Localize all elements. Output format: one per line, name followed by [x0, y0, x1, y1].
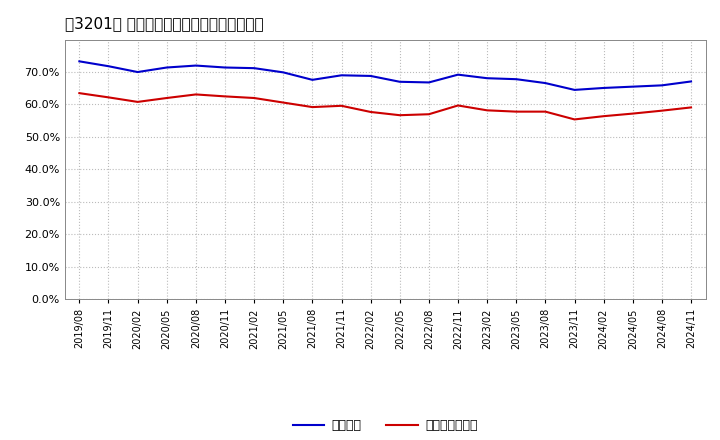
固定比率 — [308, 77, 317, 82]
固定比率 — [629, 84, 637, 89]
固定長期適合率 — [366, 109, 375, 114]
固定長期適合率 — [337, 103, 346, 108]
固定比率 — [133, 70, 142, 75]
固定長期適合率 — [133, 99, 142, 105]
固定比率 — [163, 65, 171, 70]
固定比率 — [657, 83, 666, 88]
固定長期適合率 — [570, 117, 579, 122]
固定比率 — [192, 63, 200, 68]
固定比率 — [337, 73, 346, 78]
固定比率 — [250, 66, 258, 71]
固定比率 — [220, 65, 229, 70]
固定長期適合率 — [308, 104, 317, 110]
固定比率 — [570, 87, 579, 92]
固定長期適合率 — [512, 109, 521, 114]
固定比率 — [687, 79, 696, 84]
固定長期適合率 — [163, 95, 171, 101]
固定比率 — [395, 79, 404, 84]
固定比率 — [483, 76, 492, 81]
固定比率 — [104, 63, 113, 69]
固定比率 — [279, 70, 287, 75]
固定比率 — [75, 59, 84, 64]
固定長期適合率 — [279, 100, 287, 105]
固定長期適合率 — [541, 109, 550, 114]
固定長期適合率 — [250, 95, 258, 101]
固定比率 — [541, 81, 550, 86]
固定比率 — [599, 85, 608, 91]
固定長期適合率 — [75, 91, 84, 96]
固定長期適合率 — [192, 92, 200, 97]
固定比率 — [512, 77, 521, 82]
固定長期適合率 — [395, 113, 404, 118]
固定比率 — [425, 80, 433, 85]
固定長期適合率 — [629, 111, 637, 116]
固定長期適合率 — [104, 95, 113, 100]
固定長期適合率 — [657, 108, 666, 114]
固定比率 — [366, 73, 375, 79]
固定長期適合率 — [220, 94, 229, 99]
Line: 固定長期適合率: 固定長期適合率 — [79, 93, 691, 119]
固定長期適合率 — [425, 112, 433, 117]
固定比率 — [454, 72, 462, 77]
固定長期適合率 — [454, 103, 462, 108]
固定長期適合率 — [687, 105, 696, 110]
Text: ［3201］ 固定比率、固定長期適合率の推移: ［3201］ 固定比率、固定長期適合率の推移 — [65, 16, 264, 32]
Legend: 固定比率, 固定長期適合率: 固定比率, 固定長期適合率 — [288, 414, 482, 437]
固定長期適合率 — [483, 108, 492, 113]
Line: 固定比率: 固定比率 — [79, 61, 691, 90]
固定長期適合率 — [599, 114, 608, 119]
